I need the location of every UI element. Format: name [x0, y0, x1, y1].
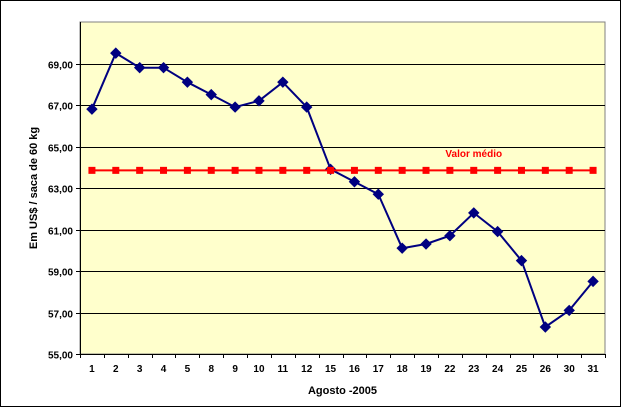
- data-point: [110, 47, 122, 59]
- y-tick-label: 55,00: [48, 351, 73, 362]
- data-point: [112, 166, 120, 174]
- x-tick-label: 24: [492, 364, 504, 375]
- x-axis-ticks: 1 2 3 4 5 8 9 10 11 12 15 16 17 18 19 22 23 24 25 26 30 31: [80, 354, 606, 375]
- x-tick-label: 30: [564, 364, 576, 375]
- data-point: [207, 166, 215, 174]
- x-tick-label: 4: [161, 364, 167, 375]
- data-point: [515, 254, 528, 267]
- data-point: [422, 166, 430, 174]
- x-tick-label: 23: [468, 364, 480, 375]
- x-tick-label: 16: [349, 364, 361, 375]
- data-point: [468, 207, 480, 219]
- data-point: [303, 166, 311, 174]
- data-point: [470, 166, 478, 174]
- data-point: [133, 61, 146, 74]
- x-tick-label: 2: [113, 364, 119, 375]
- data-point: [253, 95, 265, 107]
- data-point: [327, 166, 335, 174]
- data-point: [565, 166, 573, 174]
- data-point: [255, 166, 263, 174]
- x-tick-label: 5: [185, 364, 191, 375]
- x-tick-label: 9: [232, 364, 238, 375]
- y-tick-label: 65,00: [48, 144, 73, 155]
- data-point: [517, 166, 525, 174]
- data-point: [372, 188, 385, 200]
- data-point: [541, 166, 549, 174]
- data-point: [491, 225, 504, 238]
- y-axis-ticks: 55,00 57,00 59,00 61,00 63,00 65,00 67,00 69,00: [48, 22, 81, 362]
- data-point: [589, 166, 597, 174]
- data-point: [229, 101, 241, 113]
- x-tick-label: 3: [137, 364, 143, 375]
- x-axis-title: Agosto -2005: [308, 385, 377, 397]
- x-tick-label: 10: [253, 364, 265, 375]
- data-point: [350, 166, 358, 174]
- data-point: [181, 76, 194, 88]
- data-point: [398, 166, 406, 174]
- data-point: [300, 101, 313, 113]
- x-tick-label: 11: [278, 364, 289, 375]
- annotations: Valor médio: [445, 149, 502, 160]
- data-point: [88, 166, 96, 174]
- data-point: [396, 242, 408, 254]
- y-tick-label: 57,00: [48, 310, 73, 321]
- data-point: [539, 321, 552, 333]
- x-tick-label: 31: [588, 364, 600, 375]
- y-tick-label: 67,00: [48, 102, 73, 113]
- y-tick-label: 59,00: [48, 268, 73, 279]
- series-layer: [86, 47, 599, 333]
- x-tick-label: 17: [373, 364, 385, 375]
- data-point: [563, 304, 575, 317]
- series-line: [90, 51, 594, 329]
- data-point: [279, 166, 287, 174]
- data-point: [348, 176, 361, 188]
- series-2: [88, 166, 597, 174]
- data-point: [374, 166, 382, 174]
- y-tick-label: 63,00: [48, 185, 73, 196]
- gridlines: [80, 64, 605, 314]
- x-tick-label: 26: [540, 364, 552, 375]
- data-point: [157, 61, 170, 74]
- x-tick-label: 18: [397, 364, 409, 375]
- x-tick-label: 15: [325, 364, 337, 375]
- y-axis-title: Em US$ / saca de 60 kg: [28, 127, 40, 249]
- y-tick-label: 61,00: [48, 227, 73, 238]
- data-point: [183, 166, 191, 174]
- x-tick-label: 1: [89, 364, 95, 375]
- average-label: Valor médio: [445, 149, 502, 160]
- x-tick-label: 8: [208, 364, 214, 375]
- data-point: [86, 103, 98, 115]
- x-tick-label: 12: [301, 364, 313, 375]
- y-tick-label: 69,00: [48, 61, 73, 72]
- x-tick-label: 25: [516, 364, 528, 375]
- data-point: [494, 166, 502, 174]
- data-point: [205, 88, 217, 101]
- data-point: [420, 238, 432, 250]
- data-point: [160, 166, 168, 174]
- data-point: [231, 166, 239, 174]
- x-tick-label: 19: [420, 364, 432, 375]
- data-point: [277, 76, 289, 88]
- x-tick-label: 22: [444, 364, 456, 375]
- data-point: [444, 230, 456, 242]
- data-point: [136, 166, 144, 174]
- data-point: [587, 275, 599, 288]
- data-point: [446, 166, 454, 174]
